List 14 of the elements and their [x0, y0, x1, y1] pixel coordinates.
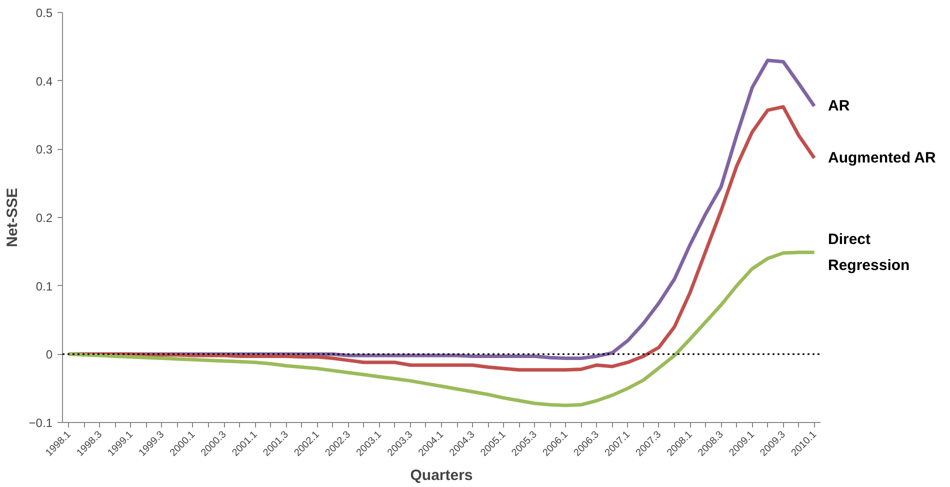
series-label: Augmented AR: [828, 150, 936, 167]
y-tick-label: 0.1: [36, 279, 53, 294]
series-label: Direct Regression: [828, 230, 910, 274]
y-tick-label: 0.3: [36, 142, 53, 157]
y-tick-label: −0.1: [28, 416, 53, 430]
y-tick-label: 0.5: [36, 6, 53, 20]
y-tick-label: 0.4: [36, 74, 53, 88]
y-tick-label: 0.2: [36, 211, 53, 225]
y-tick-label: 0: [46, 348, 53, 362]
line-series: [66, 105, 816, 372]
line-series: [66, 250, 816, 408]
x-axis-title: Quarters: [410, 467, 473, 484]
series-label: AR: [828, 98, 850, 115]
y-axis-title: Net-SSE: [4, 188, 21, 248]
